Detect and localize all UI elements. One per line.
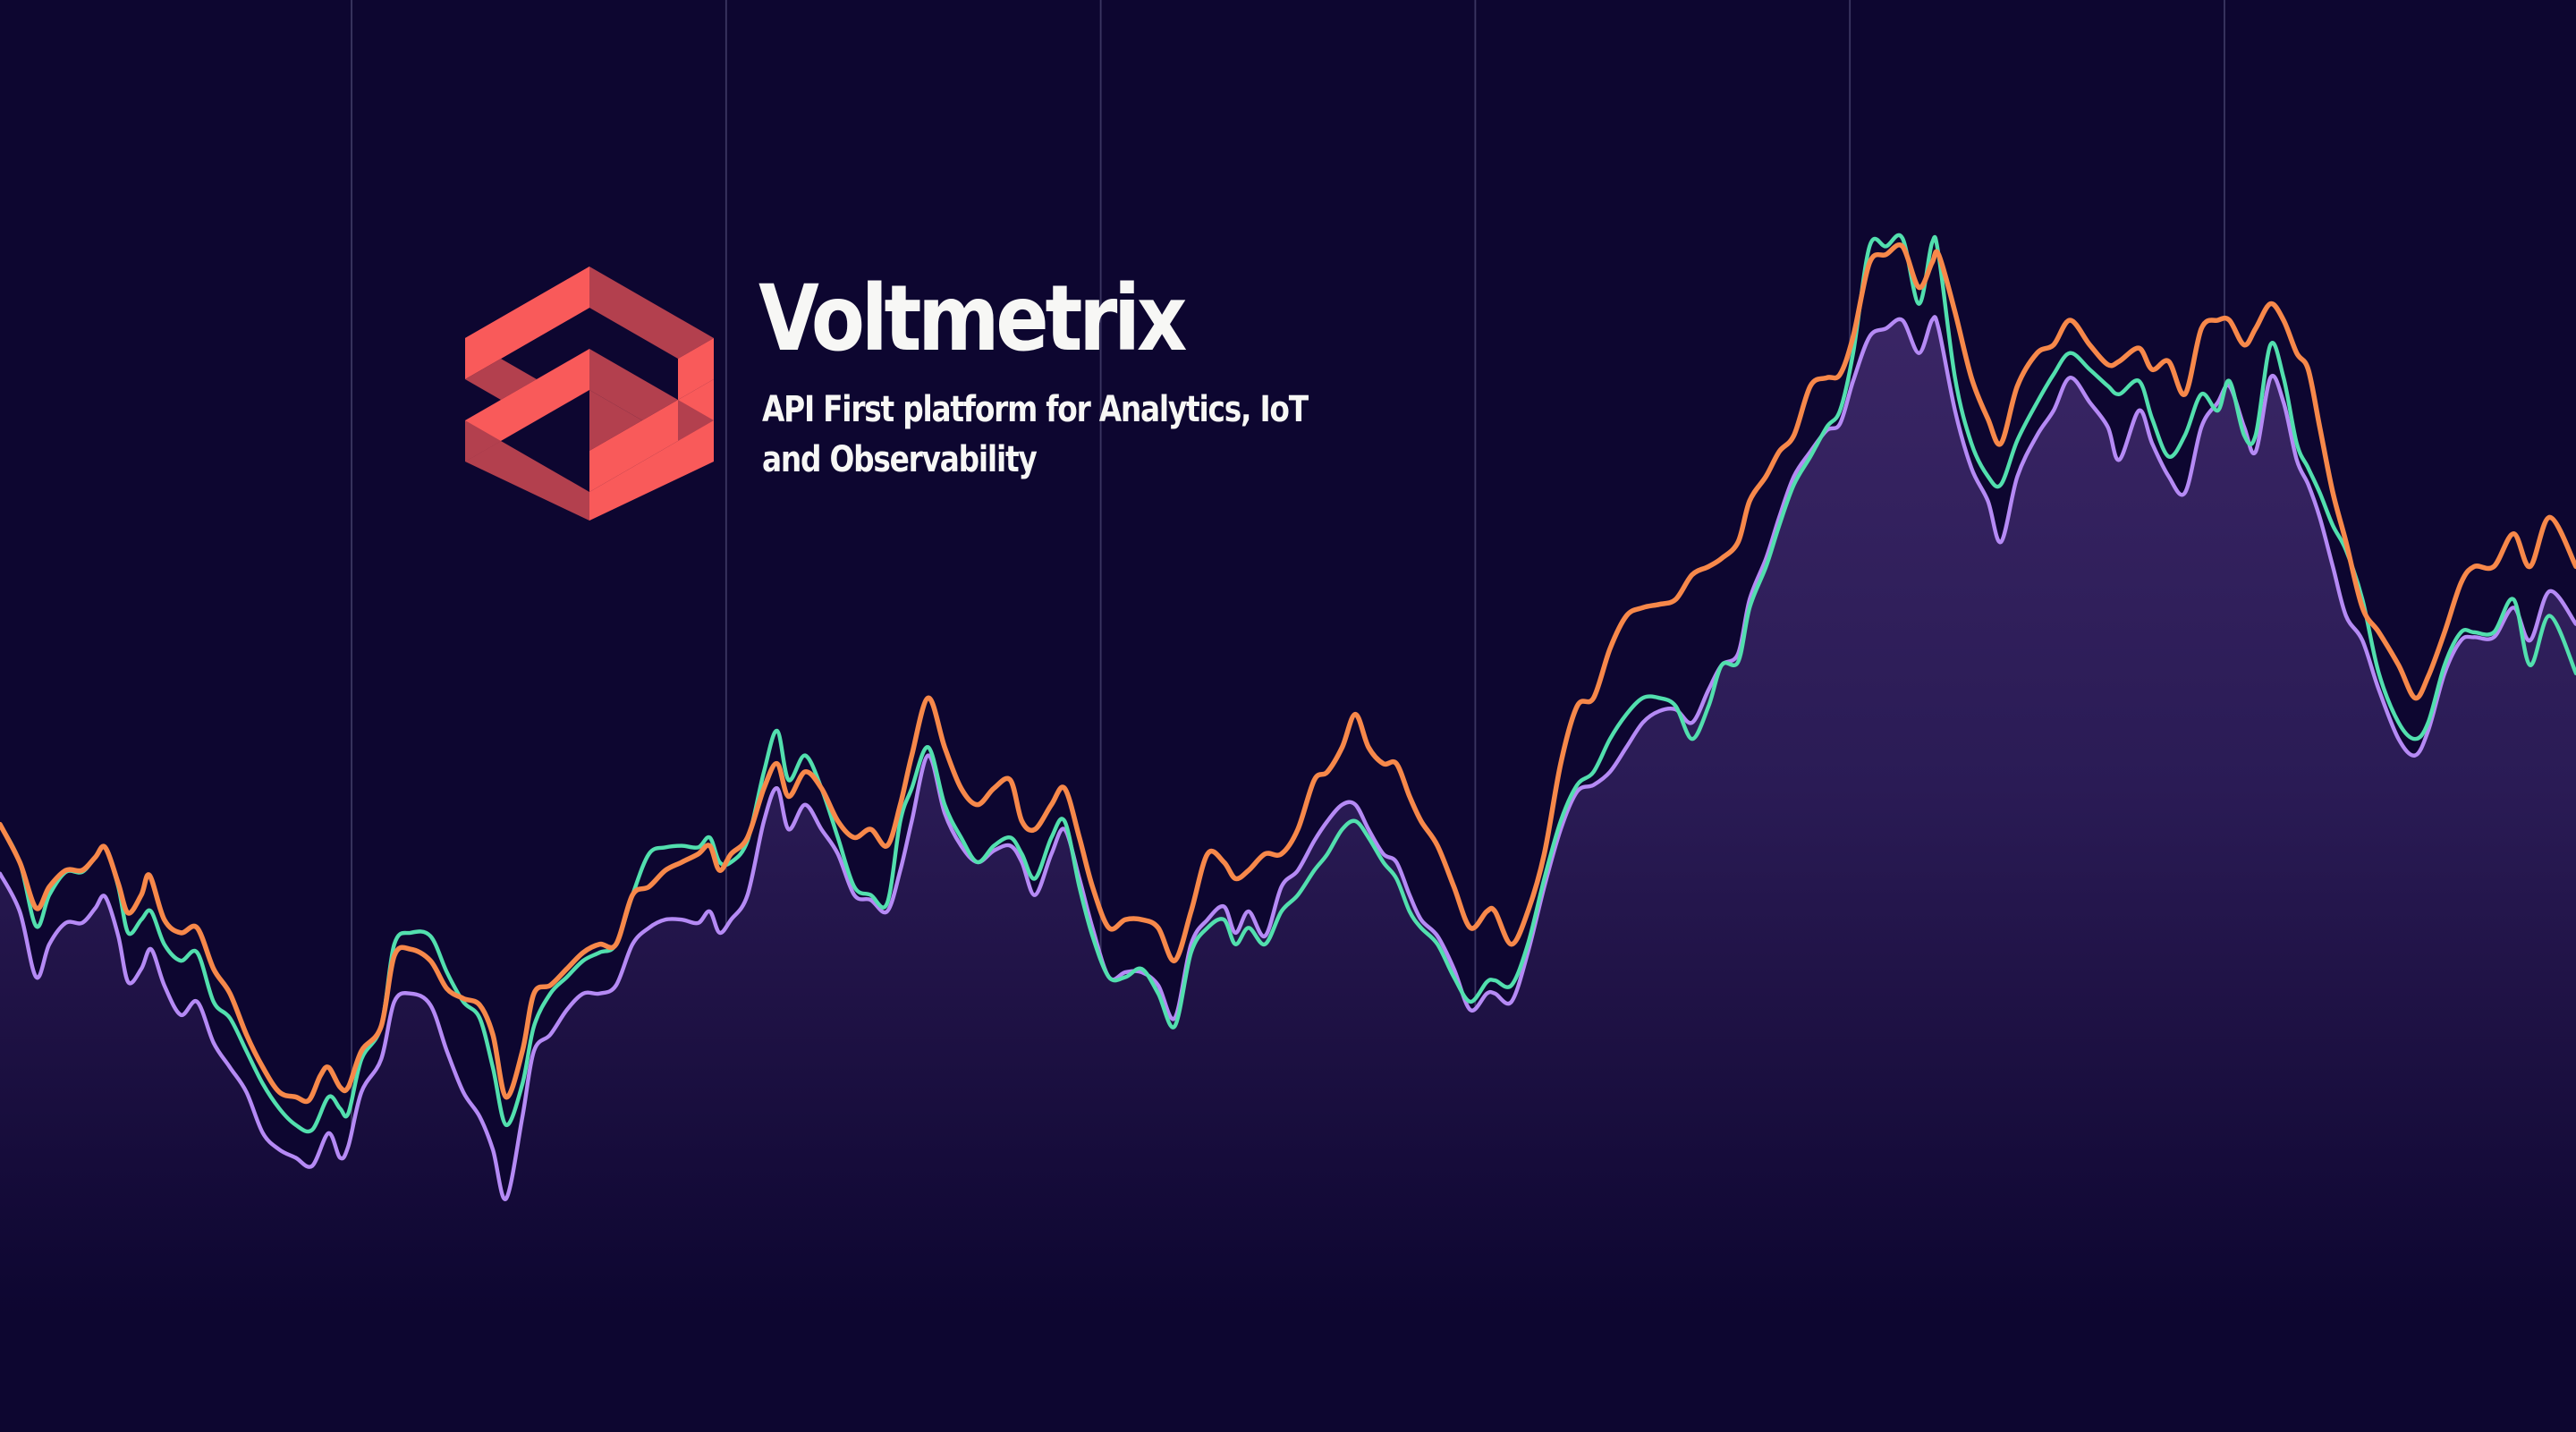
series-line-orange <box>0 242 2576 1105</box>
series-line-green <box>0 233 2576 1134</box>
tagline-line-2: and Observability <box>762 439 1038 480</box>
brand-block: Voltmetrix API First platform for Analyt… <box>465 267 1309 521</box>
brand-text: Voltmetrix API First platform for Analyt… <box>758 267 1428 485</box>
purple-area-fill <box>0 317 2576 1432</box>
brand-tagline: API First platform for Analytics, IoT an… <box>762 385 1309 485</box>
voltmetrix-logo-icon <box>465 267 714 521</box>
brand-title: Voltmetrix <box>758 266 1187 372</box>
tagline-line-1: API First platform for Analytics, IoT <box>762 389 1309 430</box>
series-line-purple <box>0 315 2576 1201</box>
